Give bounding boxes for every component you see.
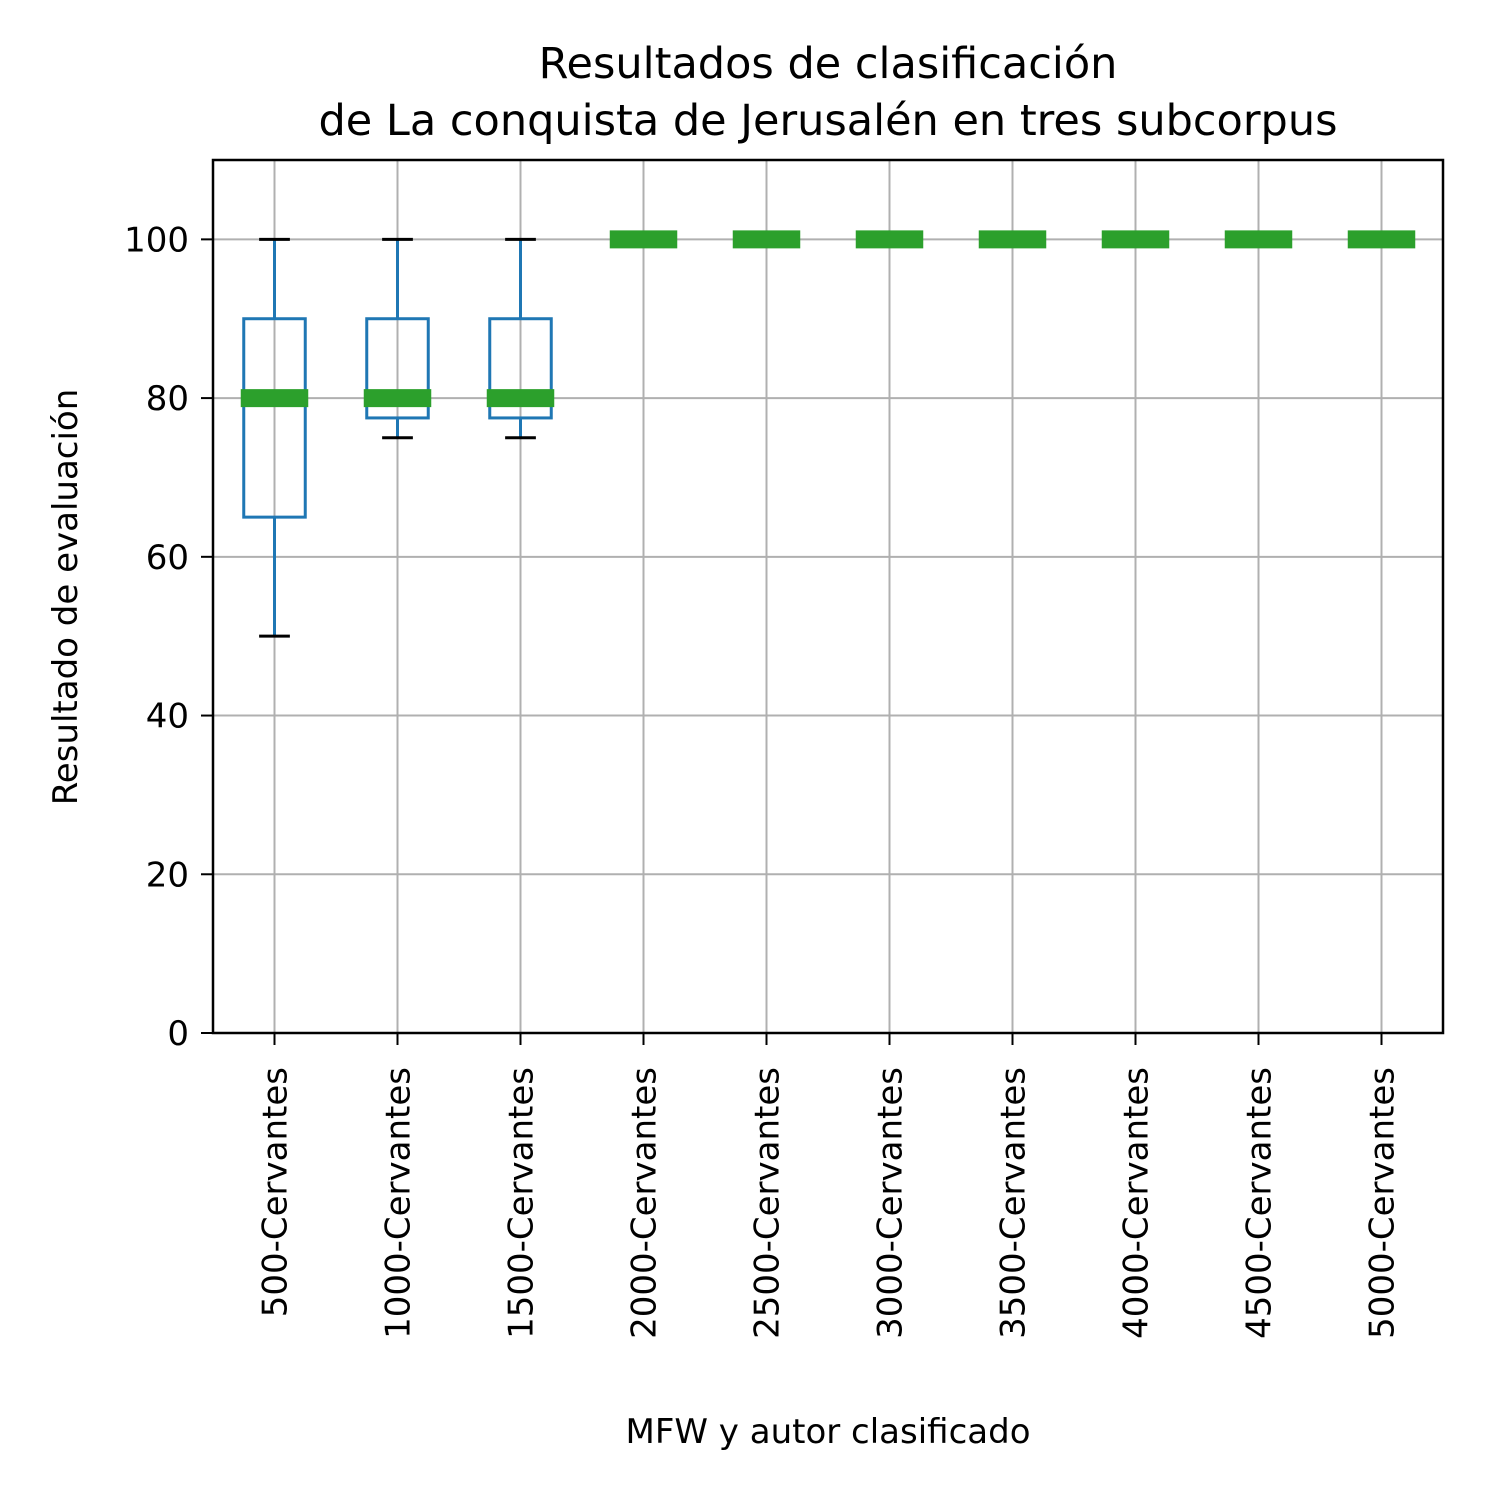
y-tick-label: 20 bbox=[146, 855, 189, 895]
y-tick-label: 100 bbox=[124, 220, 189, 260]
x-tick-label: 4500-Cervantes bbox=[1240, 1067, 1280, 1339]
y-tick-label: 0 bbox=[167, 1014, 189, 1054]
y-tick-label: 80 bbox=[146, 379, 189, 419]
plot-frame bbox=[211, 158, 1445, 1035]
chart-title-line-1: Resultados de clasificación bbox=[539, 39, 1118, 89]
box-iqr bbox=[365, 317, 430, 420]
box-iqr bbox=[242, 317, 307, 519]
x-tick-label: 5000-Cervantes bbox=[1363, 1067, 1403, 1339]
x-tick-label: 3500-Cervantes bbox=[994, 1067, 1034, 1339]
y-tick-label: 60 bbox=[146, 538, 189, 578]
y-tick-label: 40 bbox=[146, 697, 189, 737]
x-tick-label: 2500-Cervantes bbox=[748, 1067, 788, 1339]
x-tick-label: 4000-Cervantes bbox=[1117, 1067, 1157, 1339]
x-axis-label: MFW y autor clasificado bbox=[625, 1412, 1030, 1452]
box-group bbox=[363, 237, 432, 440]
chart-title-line-2: de La conquista de Jerusalén en tres sub… bbox=[319, 96, 1338, 146]
x-tick-label: 2000-Cervantes bbox=[625, 1067, 665, 1339]
x-tick-label: 500-Cervantes bbox=[256, 1067, 296, 1317]
box-group bbox=[486, 237, 555, 440]
x-tick-label: 3000-Cervantes bbox=[871, 1067, 911, 1339]
y-axis-label: Resultado de evaluación bbox=[46, 389, 86, 806]
box-series bbox=[240, 230, 1416, 638]
x-tick-label: 1500-Cervantes bbox=[502, 1067, 542, 1339]
box-iqr bbox=[488, 317, 553, 420]
box-group bbox=[240, 237, 309, 638]
x-tick-label: 1000-Cervantes bbox=[379, 1067, 419, 1339]
axes: 0 20 40 60 80 100 500-Cervantes 1000-Cervantes 1… bbox=[124, 158, 1445, 1339]
